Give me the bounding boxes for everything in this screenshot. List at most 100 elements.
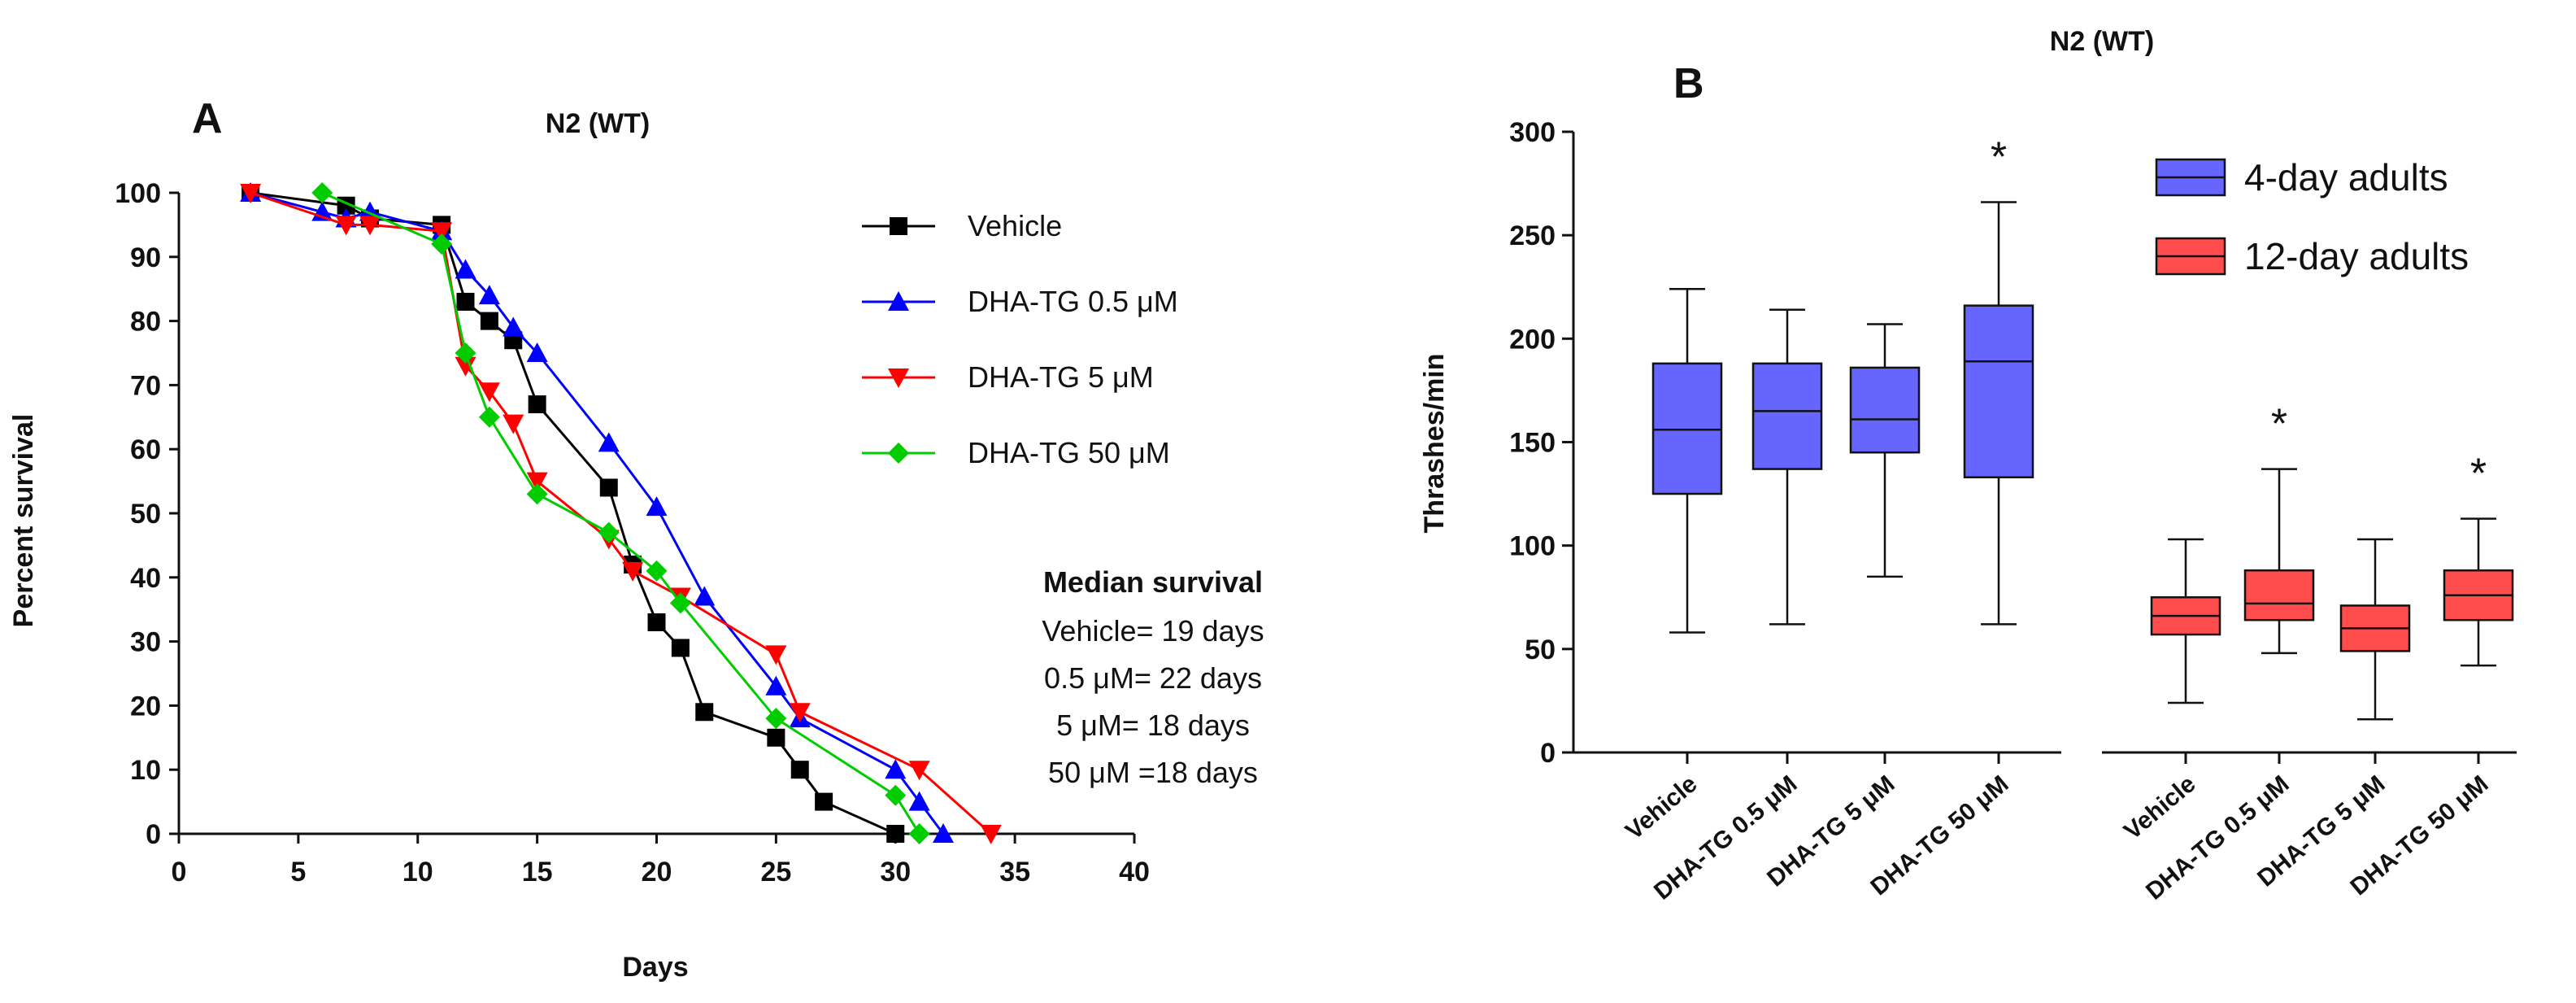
- annotation-line: 0.5 μM= 22 days: [1044, 661, 1262, 695]
- x-tick-label: 40: [1119, 857, 1150, 887]
- data-point: [671, 639, 690, 657]
- iqr-box: [1751, 362, 1823, 470]
- x-tick-label: 35: [999, 857, 1030, 887]
- data-point: [598, 521, 620, 543]
- panel-a-letter: A: [192, 95, 223, 142]
- panel-b-legend: 4-day adults 12-day adults: [2155, 156, 2469, 277]
- panel-b-axes: 0 50 100 150 200 250 300: [1509, 117, 2517, 769]
- legend-label: DHA-TG 5 μM: [968, 360, 1154, 394]
- data-point: [646, 560, 668, 582]
- data-point: [885, 784, 907, 806]
- data-point: [359, 216, 381, 236]
- panel-a: A N2 (WT) 0 5 10 15 20 25 30 35 40 0 10 20 30 40 50 60 7…: [8, 95, 1264, 983]
- data-point: [890, 217, 907, 235]
- y-tick-label: 50: [1525, 635, 1556, 665]
- box-3: *: [1963, 133, 2034, 626]
- series-dha-tg-50-m: [311, 182, 930, 844]
- panel-b-letter: B: [1673, 60, 1704, 107]
- data-point: [456, 292, 475, 311]
- box-2: [1849, 323, 1921, 578]
- series-line: [321, 191, 920, 835]
- data-point: [478, 285, 500, 305]
- legend-item: DHA-TG 0.5 μM: [862, 285, 1178, 318]
- y-tick-label: 70: [130, 370, 161, 401]
- y-tick-label: 100: [115, 178, 161, 209]
- data-point: [888, 443, 909, 464]
- box-5: *: [2243, 401, 2315, 655]
- panel-b-y-label: Thrashes/min: [1419, 353, 1450, 533]
- series-dha-tg-0-5-m: [240, 182, 954, 843]
- data-point: [669, 592, 691, 614]
- x-tick-label: 30: [880, 857, 911, 887]
- y-tick-label: 0: [1540, 738, 1556, 769]
- data-point: [528, 395, 546, 414]
- data-point: [240, 184, 262, 203]
- y-tick-label: 300: [1509, 117, 1556, 148]
- data-point: [478, 406, 500, 428]
- data-point: [980, 825, 1002, 844]
- legend-label: DHA-TG 0.5 μM: [968, 285, 1178, 318]
- legend-label: 12-day adults: [2244, 235, 2469, 277]
- box-1: [1751, 308, 1823, 626]
- y-tick-label: 40: [130, 563, 161, 594]
- data-point: [335, 216, 357, 236]
- iqr-box: [2243, 569, 2315, 621]
- y-tick-label: 90: [130, 242, 161, 273]
- box-7: *: [2443, 451, 2514, 667]
- data-point: [526, 472, 548, 492]
- data-point: [694, 586, 716, 606]
- panel-b-title: N2 (WT): [2050, 26, 2154, 57]
- y-tick-label: 30: [130, 627, 161, 658]
- data-point: [647, 613, 666, 631]
- series-dha-tg-5-m: [240, 184, 1002, 844]
- legend-item: 12-day adults: [2155, 235, 2469, 277]
- data-point: [599, 478, 618, 497]
- data-point: [526, 342, 548, 362]
- data-point: [888, 368, 909, 388]
- y-tick-label: 10: [130, 755, 161, 786]
- x-tick-label: 20: [642, 857, 672, 887]
- data-point: [311, 182, 333, 203]
- panel-a-y-label: Percent survival: [8, 414, 39, 628]
- legend-item: 4-day adults: [2155, 156, 2448, 198]
- data-point: [885, 759, 907, 779]
- data-point: [908, 761, 930, 781]
- legend-item: DHA-TG 50 μM: [862, 436, 1170, 469]
- x-tick-label: 25: [760, 857, 791, 887]
- data-point: [503, 316, 524, 337]
- data-point: [503, 414, 524, 434]
- x-tick-label: 10: [402, 857, 433, 887]
- annotation-line: Vehicle= 19 days: [1042, 614, 1264, 648]
- y-tick-label: 150: [1509, 428, 1556, 459]
- category-label: Vehicle: [1621, 770, 1702, 845]
- y-tick-label: 20: [130, 691, 161, 722]
- data-point: [455, 356, 476, 377]
- significance-star: *: [1991, 133, 2007, 181]
- significance-star: *: [2271, 401, 2287, 448]
- iqr-box: [1651, 362, 1723, 495]
- series-line: [250, 191, 945, 835]
- data-point: [789, 703, 811, 723]
- data-point: [767, 728, 785, 747]
- panel-a-x-label: Days: [622, 952, 688, 983]
- legend-label: DHA-TG 50 μM: [968, 436, 1170, 469]
- data-point: [933, 823, 954, 843]
- data-point: [622, 561, 644, 582]
- data-point: [815, 792, 833, 811]
- data-point: [478, 382, 500, 403]
- x-tick-label: 5: [290, 857, 306, 887]
- significance-star: *: [2470, 451, 2487, 498]
- panel-b-boxes: * * *: [1651, 133, 2514, 721]
- legend-label: Vehicle: [968, 209, 1062, 242]
- data-point: [480, 312, 498, 330]
- data-point: [695, 703, 714, 722]
- data-point: [526, 483, 548, 505]
- iqr-box: [1963, 304, 2034, 478]
- data-point: [646, 496, 668, 517]
- data-point: [765, 645, 787, 665]
- panel-b: B N2 (WT) 0 50 100 150 200 250 300 * * * Thrashe…: [1419, 26, 2517, 905]
- data-point: [431, 222, 453, 242]
- annotation-line: 5 μM= 18 days: [1056, 709, 1250, 742]
